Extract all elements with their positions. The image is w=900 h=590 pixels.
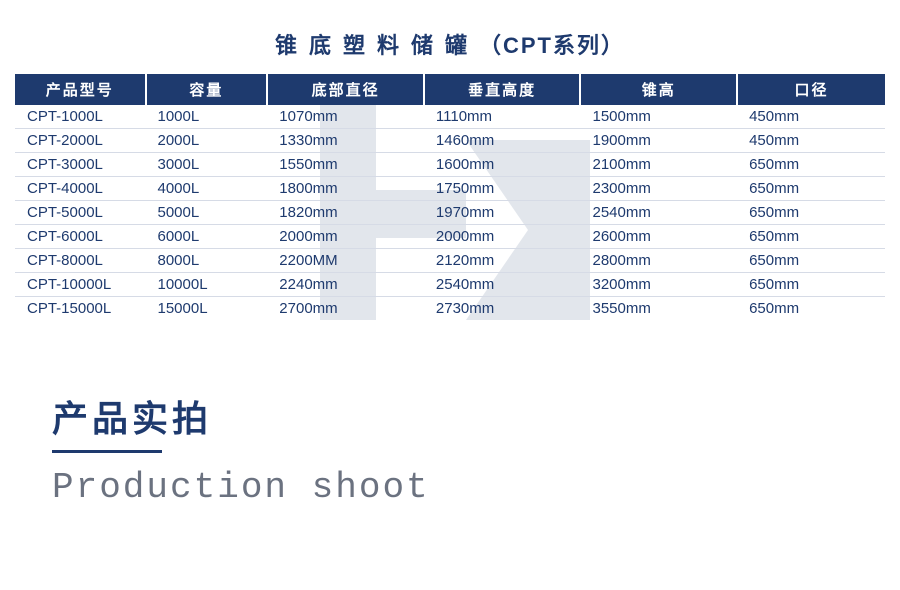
table-cell: 2730mm [424, 297, 581, 321]
title-main: 锥底塑料储罐 [275, 33, 479, 58]
table-title: 锥底塑料储罐（CPT系列） [0, 0, 900, 74]
table-cell: 4000L [146, 177, 268, 201]
table-cell: 10000L [146, 273, 268, 297]
table-cell: 650mm [737, 297, 885, 321]
table-cell: 450mm [737, 129, 885, 153]
col-capacity: 容量 [146, 74, 268, 105]
table-cell: 650mm [737, 153, 885, 177]
table-row: CPT-15000L15000L2700mm2730mm3550mm650mm [15, 297, 885, 321]
table-cell: 2240mm [267, 273, 424, 297]
table-cell: 1000L [146, 105, 268, 129]
table-cell: 650mm [737, 177, 885, 201]
table-cell: CPT-3000L [15, 153, 146, 177]
section-header: 产品实拍 Production shoot [52, 390, 900, 508]
spec-table: 产品型号 容量 底部直径 垂直高度 锥高 口径 CPT-1000L1000L10… [15, 74, 885, 320]
table-cell: CPT-4000L [15, 177, 146, 201]
table-cell: 1550mm [267, 153, 424, 177]
table-cell: 650mm [737, 201, 885, 225]
table-row: CPT-8000L8000L2200MM2120mm2800mm650mm [15, 249, 885, 273]
col-vertical-height: 垂直高度 [424, 74, 581, 105]
col-model: 产品型号 [15, 74, 146, 105]
table-cell: 6000L [146, 225, 268, 249]
col-bottom-diameter: 底部直径 [267, 74, 424, 105]
table-cell: 1750mm [424, 177, 581, 201]
table-cell: CPT-8000L [15, 249, 146, 273]
table-row: CPT-10000L10000L2240mm2540mm3200mm650mm [15, 273, 885, 297]
table-cell: 2300mm [580, 177, 737, 201]
table-cell: CPT-10000L [15, 273, 146, 297]
table-row: CPT-2000L2000L1330mm1460mm1900mm450mm [15, 129, 885, 153]
table-cell: 2700mm [267, 297, 424, 321]
table-cell: 1330mm [267, 129, 424, 153]
table-cell: 2800mm [580, 249, 737, 273]
table-cell: 2000mm [267, 225, 424, 249]
col-cone-height: 锥高 [580, 74, 737, 105]
table-cell: 5000L [146, 201, 268, 225]
table-cell: 1110mm [424, 105, 581, 129]
table-cell: 2600mm [580, 225, 737, 249]
col-caliber: 口径 [737, 74, 885, 105]
table-cell: 2540mm [424, 273, 581, 297]
table-cell: 3000L [146, 153, 268, 177]
table-cell: CPT-1000L [15, 105, 146, 129]
table-cell: 650mm [737, 273, 885, 297]
table-header-row: 产品型号 容量 底部直径 垂直高度 锥高 口径 [15, 74, 885, 105]
table-cell: 8000L [146, 249, 268, 273]
table-cell: 650mm [737, 249, 885, 273]
table-cell: 2100mm [580, 153, 737, 177]
table-cell: 1070mm [267, 105, 424, 129]
table-cell: 2120mm [424, 249, 581, 273]
table-row: CPT-6000L6000L2000mm2000mm2600mm650mm [15, 225, 885, 249]
table-cell: 1970mm [424, 201, 581, 225]
table-cell: 2200MM [267, 249, 424, 273]
table-cell: 2000mm [424, 225, 581, 249]
table-row: CPT-4000L4000L1800mm1750mm2300mm650mm [15, 177, 885, 201]
table-cell: 1800mm [267, 177, 424, 201]
table-cell: 1500mm [580, 105, 737, 129]
table-cell: CPT-15000L [15, 297, 146, 321]
table-cell: 1900mm [580, 129, 737, 153]
table-cell: 650mm [737, 225, 885, 249]
table-cell: 1460mm [424, 129, 581, 153]
table-cell: 2540mm [580, 201, 737, 225]
table-cell: 1600mm [424, 153, 581, 177]
section-title-en: Production shoot [52, 467, 900, 508]
table-cell: 15000L [146, 297, 268, 321]
table-row: CPT-3000L3000L1550mm1600mm2100mm650mm [15, 153, 885, 177]
table-cell: 1820mm [267, 201, 424, 225]
section-title-cn: 产品实拍 [52, 390, 900, 442]
section-underline [52, 450, 162, 453]
title-series: （CPT系列） [479, 33, 625, 58]
table-cell: 2000L [146, 129, 268, 153]
table-cell: CPT-6000L [15, 225, 146, 249]
table-cell: 450mm [737, 105, 885, 129]
table-row: CPT-5000L5000L1820mm1970mm2540mm650mm [15, 201, 885, 225]
table-cell: 3200mm [580, 273, 737, 297]
table-cell: CPT-2000L [15, 129, 146, 153]
table-cell: CPT-5000L [15, 201, 146, 225]
table-cell: 3550mm [580, 297, 737, 321]
table-row: CPT-1000L1000L1070mm1110mm1500mm450mm [15, 105, 885, 129]
